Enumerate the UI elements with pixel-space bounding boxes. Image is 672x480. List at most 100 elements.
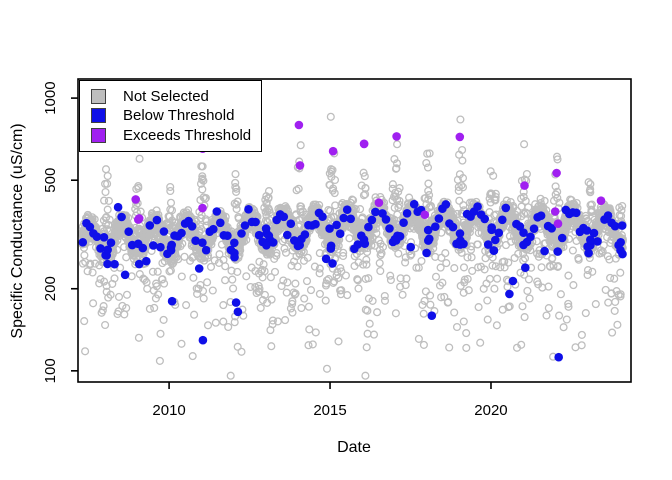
data-point-not-selected (520, 209, 529, 218)
data-point-not-selected (103, 205, 112, 214)
data-point-not-selected (219, 301, 228, 310)
data-point-below-threshold (617, 221, 627, 230)
data-point-not-selected (158, 259, 167, 268)
data-point-below-threshold (455, 229, 465, 238)
data-point-not-selected (450, 264, 459, 273)
data-point-below-threshold (159, 227, 169, 236)
data-point-not-selected (306, 286, 316, 295)
data-point-not-selected (395, 200, 404, 209)
data-point-below-threshold (152, 215, 162, 225)
data-point-not-selected (208, 286, 217, 295)
data-point-not-selected (544, 304, 553, 313)
data-point-not-selected (134, 183, 143, 192)
data-point-not-selected (288, 297, 297, 306)
x-tick-label: 2010 (152, 402, 185, 419)
data-point-below-threshold (427, 311, 437, 321)
data-point-not-selected (334, 273, 343, 282)
data-point-not-selected (577, 330, 586, 339)
data-point-not-selected (152, 282, 161, 291)
data-point-not-selected (159, 315, 168, 324)
data-point-not-selected (520, 140, 529, 149)
data-point-not-selected (440, 292, 449, 301)
data-point-below-threshold (610, 221, 620, 231)
data-point-not-selected (537, 263, 546, 272)
data-point-not-selected (386, 271, 395, 280)
data-point-not-selected (491, 189, 500, 198)
data-point-not-selected (349, 196, 358, 205)
data-point-not-selected (310, 262, 319, 271)
data-point-not-selected (520, 313, 529, 322)
data-point-below-threshold (120, 270, 130, 280)
data-point-below-threshold (103, 259, 112, 269)
data-point-not-selected (364, 274, 373, 283)
data-point-not-selected (606, 273, 615, 282)
data-point-below-threshold (491, 235, 500, 245)
legend-item-exceeds-threshold: Exceeds Threshold (91, 126, 261, 145)
data-point-not-selected (519, 192, 528, 201)
data-point-not-selected (156, 329, 165, 338)
data-point-not-selected (203, 278, 212, 287)
data-point-not-selected (386, 275, 395, 285)
data-point-not-selected (242, 272, 251, 281)
data-point-not-selected (489, 171, 498, 180)
data-point-below-threshold (326, 244, 336, 253)
data-point-not-selected (483, 315, 492, 324)
data-point-not-selected (231, 183, 240, 192)
data-point-not-selected (227, 266, 236, 275)
data-point-not-selected (260, 290, 269, 299)
data-point-not-selected (363, 329, 372, 338)
data-point-not-selected (105, 215, 114, 224)
data-point-exceeds-threshold (374, 198, 384, 207)
data-point-not-selected (88, 268, 97, 277)
data-point-not-selected (363, 306, 372, 315)
data-point-not-selected (211, 318, 220, 327)
data-point-not-selected (190, 310, 199, 319)
data-point-not-selected (100, 277, 109, 286)
data-point-not-selected (458, 183, 468, 192)
data-point-below-threshold (547, 224, 556, 233)
data-point-not-selected (113, 245, 122, 254)
data-point-below-threshold (448, 222, 458, 232)
data-point-not-selected (562, 315, 571, 324)
data-point-exceeds-threshold (420, 210, 430, 219)
data-point-below-threshold (191, 236, 200, 245)
data-point-not-selected (459, 317, 468, 326)
data-point-not-selected (601, 285, 610, 294)
data-point-below-threshold (233, 307, 243, 317)
data-point-not-selected (168, 259, 177, 269)
data-point-not-selected (219, 317, 228, 326)
data-point-not-selected (232, 187, 241, 196)
data-point-not-selected (89, 299, 98, 308)
data-point-not-selected (292, 186, 301, 195)
data-point-not-selected (184, 206, 193, 215)
data-point-not-selected (488, 261, 497, 270)
data-point-below-threshold (385, 224, 394, 233)
data-point-below-threshold (425, 234, 434, 244)
data-point-not-selected (514, 249, 523, 258)
data-point-not-selected (480, 265, 489, 274)
data-point-not-selected (239, 237, 249, 246)
data-point-not-selected (588, 267, 597, 276)
data-point-not-selected (425, 149, 434, 158)
data-point-not-selected (272, 251, 281, 260)
data-point-below-threshold (480, 214, 490, 224)
x-axis-title: Date (337, 439, 371, 456)
data-point-not-selected (422, 158, 431, 168)
data-point-not-selected (485, 274, 494, 283)
data-point-below-threshold (456, 236, 465, 245)
data-point-not-selected (336, 263, 345, 273)
data-point-not-selected (449, 210, 458, 219)
data-point-below-threshold (364, 222, 373, 232)
data-point-below-threshold (283, 230, 292, 240)
data-point-not-selected (228, 275, 237, 284)
data-point-below-threshold (618, 249, 627, 259)
data-point-not-selected (604, 298, 613, 307)
data-point-below-threshold (113, 202, 123, 212)
data-point-not-selected (182, 301, 191, 310)
data-point-exceeds-threshold (520, 181, 529, 190)
data-point-below-threshold (584, 248, 593, 258)
data-point-not-selected (172, 253, 181, 262)
data-point-not-selected (80, 317, 89, 326)
data-point-below-threshold (96, 244, 105, 253)
